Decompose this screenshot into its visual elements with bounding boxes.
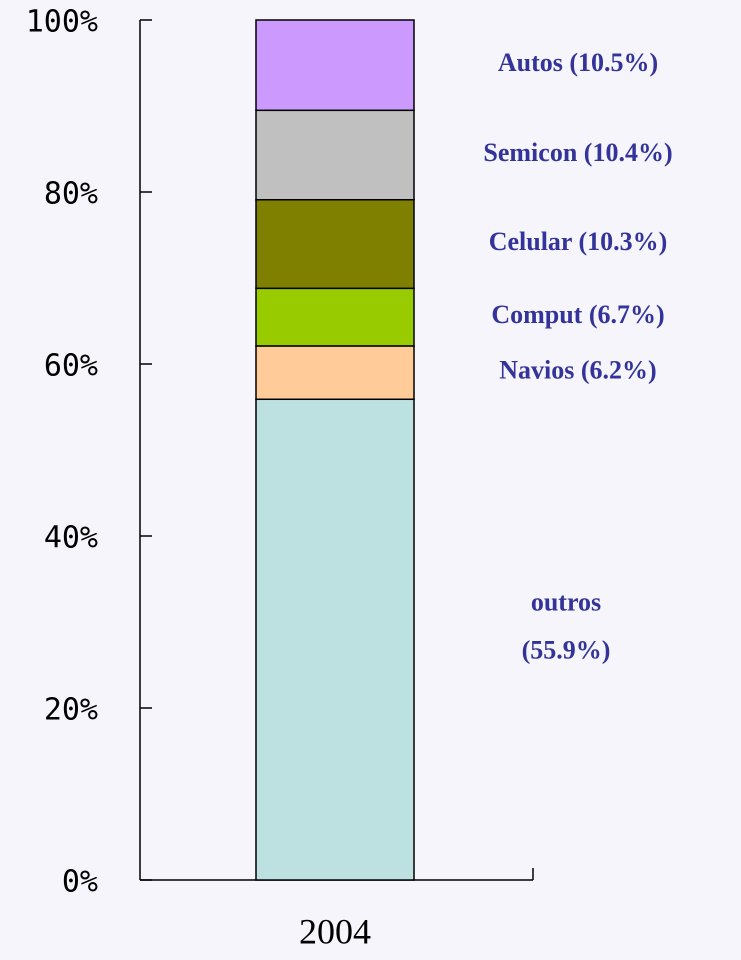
y-tick-label: 80% (44, 177, 98, 212)
bar-segment (255, 345, 415, 401)
bar-segment (255, 398, 415, 881)
y-tick-label: 40% (44, 521, 98, 556)
segment-label: Semicon (10.4%) (483, 138, 672, 167)
y-tick-label: 20% (44, 693, 98, 728)
segment-name: Comput (491, 300, 582, 329)
bar-segment (255, 109, 415, 201)
segment-value-label: (10.3%) (578, 227, 667, 256)
bar-segment (255, 287, 415, 347)
x-tick-label: 2004 (299, 911, 371, 951)
segment-value-label: (10.4%) (584, 138, 673, 167)
y-tick-label: 0% (62, 865, 98, 900)
segment-name: Navios (499, 356, 574, 385)
segment-label: Comput (6.7%) (491, 300, 664, 329)
segment-label: Celular (10.3%) (489, 227, 668, 256)
segment-name: Autos (498, 48, 563, 77)
segment-value-label: (6.7%) (589, 300, 665, 329)
segment-name: Semicon (483, 138, 577, 167)
bar-segment (255, 198, 415, 290)
segment-name: outros (531, 588, 601, 617)
segment-label: Navios (6.2%) (499, 356, 656, 385)
segment-label: Autos (10.5%) (498, 48, 658, 77)
y-tick-label: 60% (44, 349, 98, 384)
segment-value-label: (55.9%) (522, 636, 611, 665)
segment-value-label: (10.5%) (569, 48, 658, 77)
bar-segment (255, 19, 415, 112)
segment-name: Celular (489, 227, 572, 256)
y-tick-label: 100% (26, 5, 98, 40)
segment-value-label: (6.2%) (581, 356, 657, 385)
